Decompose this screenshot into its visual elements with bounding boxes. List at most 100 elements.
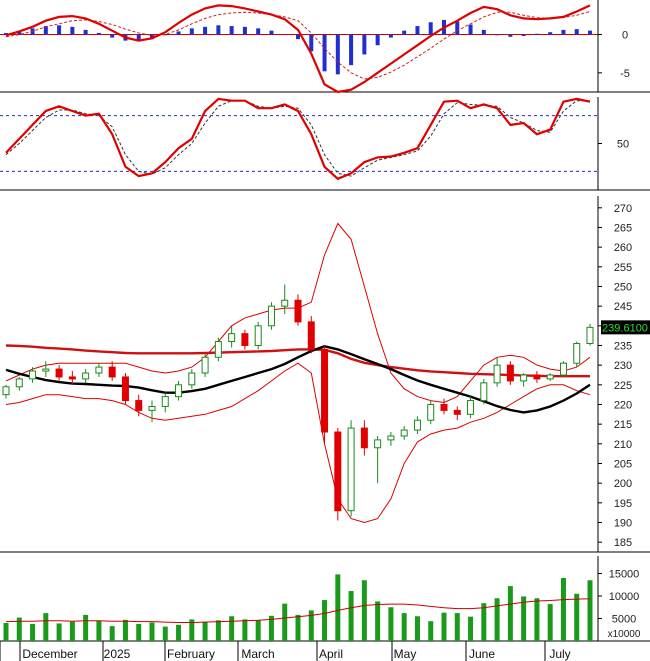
volume-bar xyxy=(494,598,500,641)
volume-bar xyxy=(242,619,248,641)
price-tick-label: 265 xyxy=(614,222,632,234)
volume-bar xyxy=(560,578,566,641)
candle-body xyxy=(573,343,581,364)
candle-body xyxy=(440,403,448,411)
macd-signal-line xyxy=(5,11,591,80)
volume-bar xyxy=(56,623,62,641)
volume-tick-label: 15000 xyxy=(609,569,640,581)
candle-body xyxy=(42,368,50,372)
candle-body xyxy=(506,364,514,382)
volume-bar xyxy=(361,580,367,641)
stochastic-panel: 50 xyxy=(0,97,629,181)
price-panel: 1851901952002052102152202252302352402452… xyxy=(2,203,650,549)
volume-bar xyxy=(441,612,447,641)
price-tick-label: 205 xyxy=(614,458,632,470)
volume-bar xyxy=(454,613,460,641)
price-tick-label: 200 xyxy=(614,478,632,490)
candle-body xyxy=(175,384,183,398)
candle-body xyxy=(281,299,289,307)
candle-body xyxy=(559,362,567,376)
candle-body xyxy=(427,403,435,421)
candle-body xyxy=(121,376,129,402)
price-tick-label: 185 xyxy=(614,537,632,549)
candle-body xyxy=(201,356,209,374)
candle-body xyxy=(29,370,37,380)
volume-tick-label: 5000 xyxy=(612,614,636,626)
candle-body xyxy=(467,400,475,415)
volume-bar xyxy=(83,614,89,641)
volume-bar xyxy=(428,621,434,641)
candle-body xyxy=(68,376,76,380)
candle-body xyxy=(108,366,116,378)
volume-bar xyxy=(375,601,381,641)
volume-bar xyxy=(30,623,36,641)
volume-bar xyxy=(268,615,274,641)
candle-body xyxy=(267,305,275,327)
volume-unit-label: x10000 xyxy=(608,629,641,640)
moving-average-mid xyxy=(5,345,591,414)
volume-bar xyxy=(295,614,301,641)
time-axis-label: December xyxy=(22,647,77,661)
volume-bar xyxy=(282,603,288,641)
volume-bar xyxy=(3,623,9,641)
volume-bar xyxy=(176,624,182,641)
volume-bar xyxy=(322,600,328,641)
moving-average-long xyxy=(5,344,590,378)
volume-bar xyxy=(547,604,553,641)
volume-bar xyxy=(136,623,142,641)
price-tick-label: 250 xyxy=(614,281,632,293)
volume-bar xyxy=(468,616,474,641)
volume-moving-average xyxy=(5,598,591,623)
candle-body xyxy=(493,364,501,384)
candle-body xyxy=(161,396,169,407)
candle-body xyxy=(400,429,408,437)
volume-bar xyxy=(122,619,128,641)
macd-tick-label: -5 xyxy=(620,68,630,80)
candle-body xyxy=(586,326,594,345)
stoch-k-line xyxy=(5,97,591,181)
volume-bar xyxy=(43,613,49,641)
volume-bar xyxy=(308,610,314,641)
candle-body xyxy=(533,374,541,380)
volume-bar xyxy=(149,622,155,641)
volume-bar xyxy=(481,603,487,641)
candle-body xyxy=(95,366,103,374)
candle-body xyxy=(480,382,488,402)
candle-body xyxy=(55,368,63,378)
price-tick-label: 270 xyxy=(614,203,632,215)
candle-body xyxy=(188,372,196,386)
time-axis-label: May xyxy=(394,647,417,661)
macd-panel: 0 -5 xyxy=(0,4,630,94)
candle-body xyxy=(228,333,236,343)
bollinger-lower-band xyxy=(5,362,591,524)
volume-bar xyxy=(388,607,394,641)
last-price-label: 239.6100 xyxy=(602,322,648,334)
macd-line xyxy=(5,4,591,94)
price-tick-label: 230 xyxy=(614,360,632,372)
candle-body xyxy=(347,427,355,512)
price-tick-label: 245 xyxy=(614,301,632,313)
time-axis-label: April xyxy=(319,647,343,661)
volume-bar xyxy=(574,593,580,641)
volume-bar xyxy=(162,626,168,641)
volume-bar xyxy=(587,580,593,641)
volume-panel: 5000 10000 15000 x10000 xyxy=(3,569,648,641)
stoch-tick-label: 50 xyxy=(617,139,629,151)
candle-body xyxy=(453,409,461,415)
time-axis-label: March xyxy=(241,647,274,661)
candle-body xyxy=(214,341,222,358)
candle-body xyxy=(321,348,329,433)
price-tick-label: 190 xyxy=(614,517,632,529)
candle-body xyxy=(294,299,302,323)
volume-bar xyxy=(202,621,208,641)
candle-body xyxy=(307,321,315,350)
last-price-badge xyxy=(601,320,650,335)
panel-frames xyxy=(0,0,650,642)
volume-bar xyxy=(507,586,513,641)
time-axis-label: June xyxy=(469,647,495,661)
volume-tick-label: 10000 xyxy=(609,591,640,603)
price-tick-label: 195 xyxy=(614,498,632,510)
price-tick-label: 255 xyxy=(614,262,632,274)
volume-bar xyxy=(521,596,527,641)
